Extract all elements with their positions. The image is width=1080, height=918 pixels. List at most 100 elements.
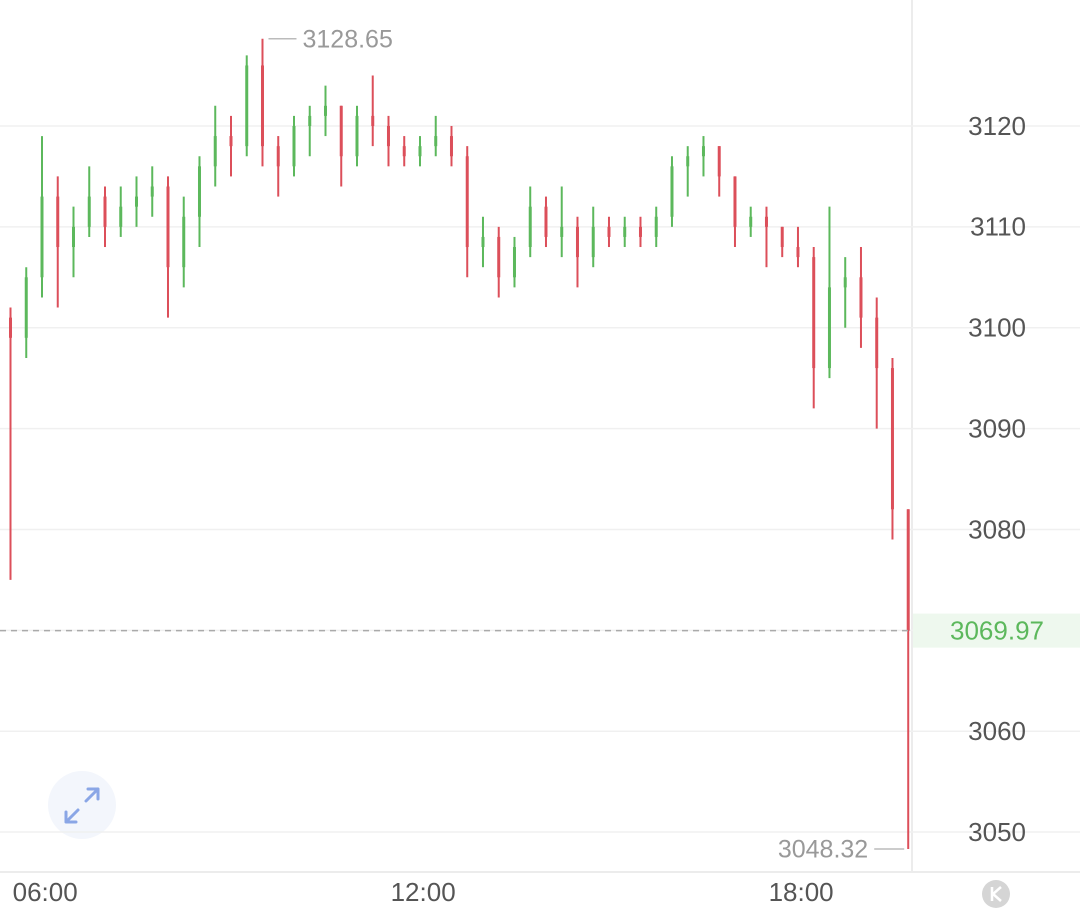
candle-body [339,105,343,157]
candle-body [623,226,627,237]
candle-body [670,166,674,217]
candle-body [197,166,201,217]
candle [638,216,642,248]
candle-body [276,146,280,167]
candle-body [654,216,658,237]
candle-body [796,247,800,258]
candle-body [717,146,721,177]
candle-body [119,206,123,227]
candle-body [434,136,438,147]
candle [402,136,406,167]
candle [71,206,75,278]
candle [87,166,91,237]
candle-body [638,226,642,237]
candle [8,307,12,580]
kline-button[interactable] [982,880,1010,908]
candle [796,226,800,268]
expand-icon[interactable] [64,787,100,824]
candle-body [528,206,532,248]
candle [560,186,564,258]
candle-body [701,146,705,157]
expand-bg[interactable] [48,771,116,839]
candle [119,186,123,237]
candle [465,146,469,278]
candle [780,226,784,258]
candle-body [87,196,91,227]
candle-body [371,115,375,126]
candle-body [260,65,264,147]
y-tick-label: 3090 [968,413,1026,443]
candle [890,357,894,540]
max-label: 3128.65 [302,25,392,53]
candle-body [465,156,469,248]
candle [717,146,721,197]
candle [481,216,485,268]
kline-icon[interactable] [990,886,1002,902]
candle [654,206,658,248]
candle-body [308,115,312,126]
candle-body [544,206,548,237]
candle-body [497,236,501,278]
candle-body [843,277,847,288]
candle [623,216,627,248]
candle-body [24,277,28,338]
y-tick-label: 3050 [968,817,1026,847]
candle [733,176,737,248]
x-tick-label: 06:00 [13,877,78,907]
candle [339,105,343,187]
last-price-label: 3069.97 [950,615,1044,645]
candle-body [827,287,831,369]
candle [292,115,296,177]
kline-bg[interactable] [982,880,1010,908]
candle [686,146,690,197]
candle-body [71,226,75,248]
candle-body [449,136,453,157]
candle [103,186,107,248]
candle [764,206,768,268]
candle [859,247,863,348]
candle-body [686,156,690,167]
candle-body [481,236,485,248]
candle-body [512,247,516,278]
candle [575,216,579,288]
candle-body [859,277,863,318]
candle-body [560,226,564,237]
candle-body [386,125,390,147]
candle [24,267,28,358]
candle-body [402,146,406,157]
candle-body [134,196,138,207]
candle [749,206,753,237]
candle-body [890,368,894,510]
candle-body [150,186,154,197]
candle [843,257,847,328]
candle [544,196,548,248]
candle [607,216,611,248]
x-tick-label: 12:00 [391,877,456,907]
y-tick-label: 3100 [968,313,1026,343]
candle [670,156,674,227]
candle-body [40,196,44,278]
candle [182,196,186,288]
candle-body [418,146,422,157]
candle [434,115,438,157]
expand-button[interactable] [48,771,116,839]
candle [276,136,280,197]
candle-body [166,186,170,268]
candle [512,236,516,288]
candle [260,38,264,167]
candle [245,55,249,157]
candle-body [182,216,186,268]
candle [386,115,390,167]
candle-body [229,136,233,147]
candle [875,297,879,429]
candle-body [292,125,296,167]
candle [827,206,831,379]
last-price-bg [913,613,1080,648]
candle [213,105,217,187]
candle [812,247,816,409]
candle [308,105,312,157]
plot: 3050306030703080309031003110312006:0012:… [0,25,1080,907]
candle [40,136,44,298]
candle-body [812,257,816,369]
